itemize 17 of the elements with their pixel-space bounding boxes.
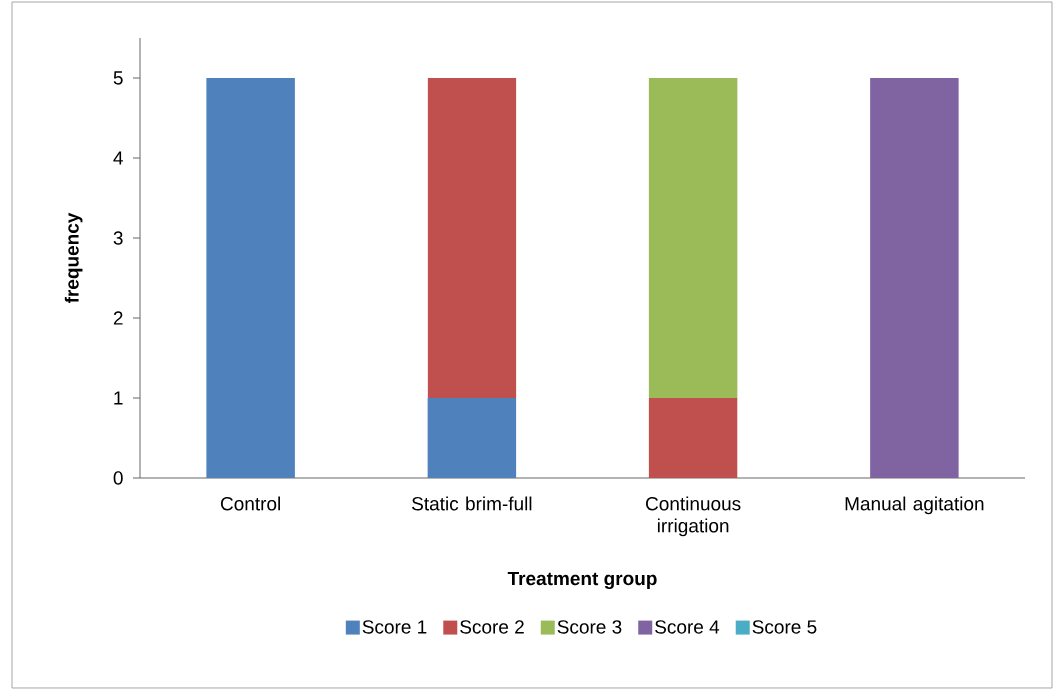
y-tick-label: 0 — [113, 471, 123, 485]
legend-label: Score 3 — [557, 620, 622, 634]
y-axis-title: frequency — [64, 212, 83, 304]
y-tick-label: 5 — [113, 71, 123, 85]
x-tick-label: Manual agitation — [845, 496, 984, 515]
y-tick-label: 3 — [113, 231, 123, 245]
x-tick-label: Control — [220, 496, 280, 511]
x-axis-title: Treatment group — [507, 571, 657, 590]
x-tick-label: Static brim-full — [412, 496, 532, 511]
legend-label: Score 5 — [752, 620, 817, 634]
x-tick-label: Continuous irrigation — [646, 496, 741, 537]
y-tick-label: 1 — [114, 391, 123, 405]
y-tick-label: 2 — [113, 311, 123, 325]
y-tick-label: 4 — [113, 151, 123, 165]
legend-label: Score 4 — [655, 620, 720, 634]
legend-label: Score 2 — [460, 620, 524, 634]
legend-label: Score 1 — [362, 620, 427, 634]
